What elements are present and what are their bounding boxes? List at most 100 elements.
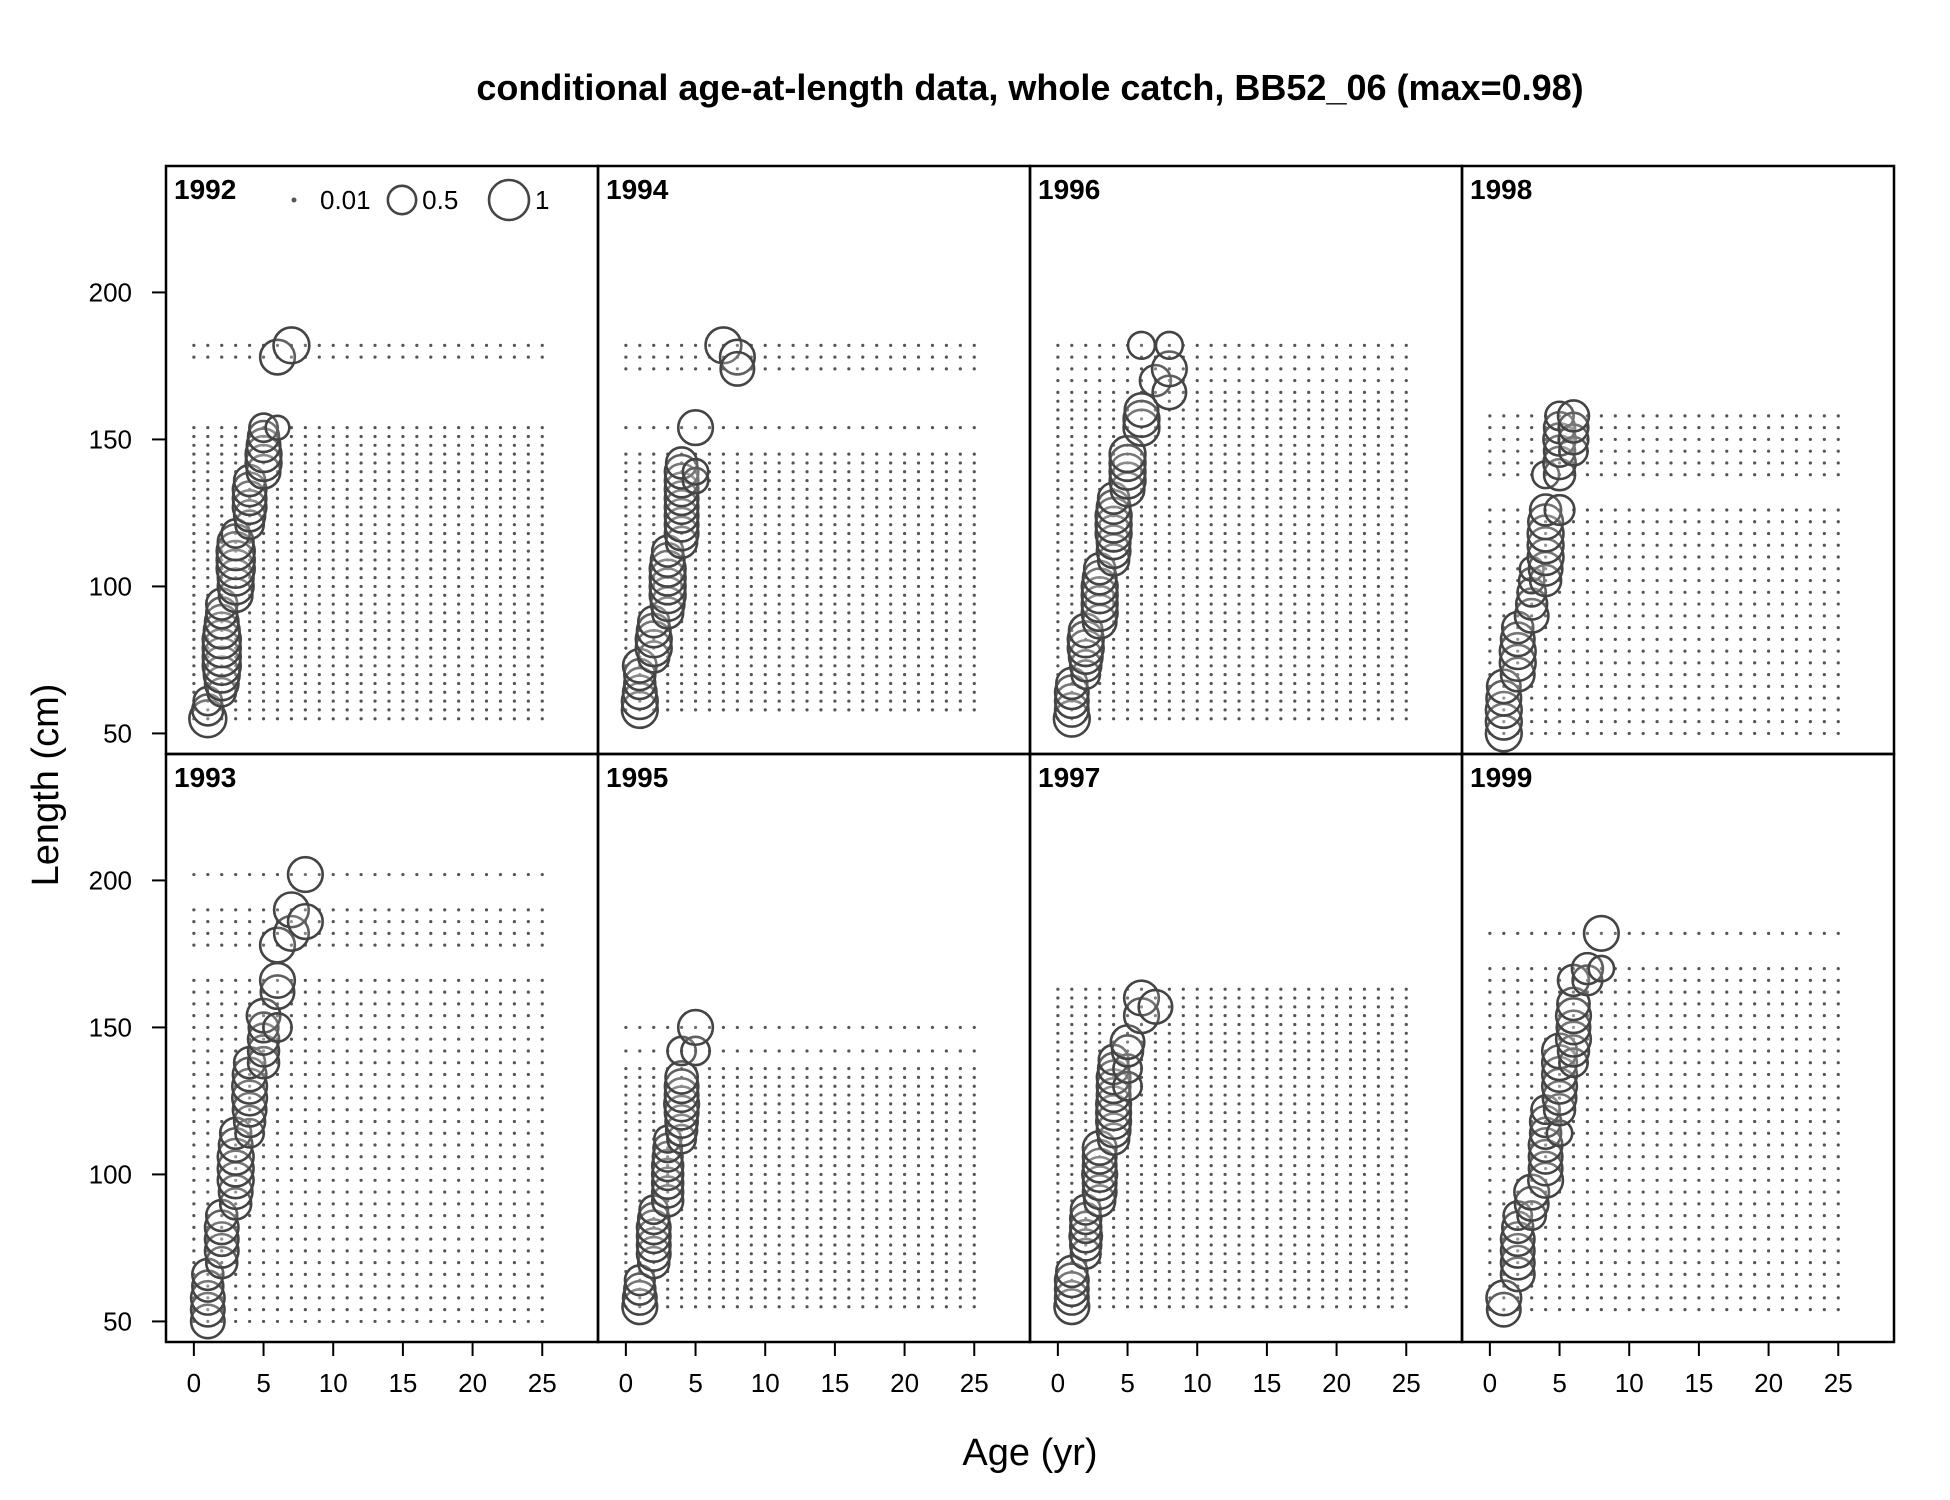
grid-dot bbox=[1279, 443, 1283, 447]
grid-dot bbox=[1697, 461, 1701, 465]
grid-dot bbox=[1376, 549, 1380, 553]
grid-dot bbox=[861, 699, 865, 703]
grid-dot bbox=[220, 478, 224, 483]
grid-dot bbox=[1070, 379, 1074, 383]
grid-dot bbox=[1362, 417, 1367, 421]
grid-dot bbox=[707, 611, 712, 615]
grid-dot bbox=[1237, 408, 1241, 412]
grid-dot bbox=[401, 1319, 405, 1324]
grid-dot bbox=[206, 549, 210, 553]
grid-dot bbox=[470, 523, 475, 527]
grid-dot bbox=[206, 646, 210, 650]
grid-dot bbox=[261, 1166, 266, 1171]
grid-dot bbox=[958, 593, 962, 597]
grid-dot bbox=[624, 567, 628, 571]
grid-dot bbox=[317, 646, 321, 650]
grid-dot bbox=[707, 523, 712, 527]
grid-dot bbox=[1599, 426, 1603, 430]
grid-dot bbox=[289, 505, 294, 509]
grid-dot bbox=[1390, 426, 1394, 430]
grid-dot bbox=[819, 673, 823, 677]
bubble-point bbox=[188, 698, 228, 739]
grid-dot bbox=[833, 576, 837, 580]
grid-dot bbox=[526, 943, 530, 947]
grid-dot bbox=[1404, 620, 1408, 624]
grid-dot bbox=[1348, 646, 1353, 650]
grid-dot bbox=[234, 1014, 238, 1018]
grid-dot bbox=[1195, 602, 1199, 606]
grid-dot bbox=[1237, 646, 1241, 650]
grid-dot bbox=[763, 367, 767, 371]
grid-dot bbox=[1362, 379, 1367, 383]
grid-dot bbox=[861, 478, 865, 483]
grid-dot bbox=[1836, 696, 1840, 700]
grid-dot bbox=[1376, 478, 1380, 483]
grid-dot bbox=[889, 664, 893, 668]
grid-dot bbox=[1627, 673, 1631, 677]
grid-dot bbox=[317, 540, 321, 544]
grid-dot bbox=[624, 367, 628, 371]
grid-dot bbox=[443, 558, 447, 562]
grid-dot bbox=[1209, 408, 1213, 412]
grid-dot bbox=[512, 505, 516, 509]
grid-dot bbox=[275, 584, 280, 589]
grid-dot bbox=[1766, 590, 1771, 594]
grid-dot bbox=[1585, 531, 1590, 536]
grid-dot bbox=[1237, 399, 1241, 403]
grid-dot bbox=[1070, 523, 1074, 527]
grid-dot bbox=[415, 908, 419, 912]
grid-dot bbox=[1209, 514, 1213, 518]
grid-dot bbox=[457, 1308, 461, 1312]
grid-dot bbox=[345, 1131, 349, 1135]
grid-dot bbox=[526, 1237, 530, 1241]
grid-dot bbox=[220, 1237, 224, 1241]
grid-dot bbox=[1293, 620, 1297, 624]
grid-dot bbox=[526, 443, 530, 447]
grid-dot bbox=[1084, 417, 1088, 421]
grid-dot bbox=[1766, 661, 1771, 665]
grid-dot bbox=[1223, 478, 1227, 483]
grid-dot bbox=[916, 426, 921, 430]
grid-dot bbox=[484, 1002, 489, 1006]
grid-dot bbox=[1488, 578, 1492, 583]
grid-dot bbox=[1390, 620, 1394, 624]
grid-dot bbox=[735, 567, 739, 571]
grid-dot bbox=[958, 514, 962, 518]
grid-dot bbox=[261, 708, 266, 712]
grid-dot bbox=[889, 1252, 893, 1256]
grid-dot bbox=[1502, 590, 1506, 594]
grid-dot bbox=[833, 426, 837, 430]
grid-dot bbox=[680, 1287, 684, 1291]
grid-dot bbox=[540, 1272, 544, 1276]
grid-dot bbox=[819, 496, 823, 500]
grid-dot bbox=[1056, 343, 1060, 347]
grid-dot bbox=[359, 426, 363, 430]
grid-dot bbox=[847, 1287, 851, 1291]
grid-dot bbox=[206, 567, 210, 571]
grid-dot bbox=[206, 443, 210, 447]
grid-dot bbox=[1599, 684, 1603, 688]
grid-dot bbox=[220, 908, 224, 912]
grid-dot bbox=[1293, 602, 1297, 606]
grid-dot bbox=[930, 593, 935, 597]
grid-dot bbox=[526, 655, 530, 659]
grid-dot bbox=[1321, 646, 1325, 650]
grid-dot bbox=[638, 514, 642, 518]
grid-dot bbox=[1293, 343, 1297, 347]
grid-dot bbox=[1056, 523, 1060, 527]
grid-dot bbox=[303, 514, 307, 518]
grid-dot bbox=[275, 1014, 280, 1018]
grid-dot bbox=[1655, 437, 1659, 442]
grid-dot bbox=[540, 872, 544, 877]
grid-dot bbox=[512, 1261, 516, 1265]
grid-dot bbox=[1307, 690, 1311, 694]
grid-dot bbox=[1711, 531, 1715, 536]
grid-dot bbox=[470, 637, 475, 641]
grid-dot bbox=[972, 699, 976, 703]
grid-dot bbox=[763, 452, 767, 456]
grid-dot bbox=[289, 478, 294, 483]
grid-dot bbox=[889, 531, 893, 536]
grid-dot bbox=[303, 872, 307, 877]
grid-dot bbox=[429, 1002, 433, 1006]
